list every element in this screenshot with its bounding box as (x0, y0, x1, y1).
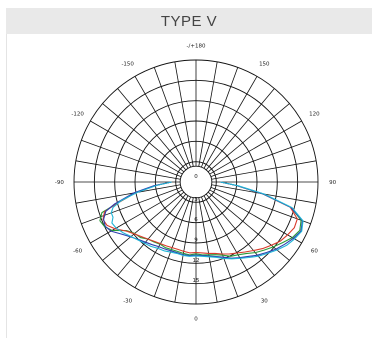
spoke-line (117, 88, 187, 171)
spoke-line (210, 139, 311, 177)
spoke-line (153, 196, 191, 297)
ring-circle (73, 59, 319, 305)
polar-curves (99, 181, 304, 260)
angle-tick-label: 150 (259, 62, 270, 68)
ring-circle (134, 120, 258, 244)
angle-tick-label: -90 (55, 180, 64, 186)
spoke-line (117, 193, 187, 276)
spoke-line (201, 67, 239, 168)
spoke-line (102, 103, 185, 173)
radial-tick-label: 3 (194, 197, 198, 203)
radial-tick-label: 12 (193, 258, 200, 264)
spoke-line (102, 191, 185, 261)
ring-circle (114, 100, 278, 264)
chart-title: TYPE V (160, 12, 218, 30)
center-label: 0 (194, 174, 198, 180)
spoke-line (203, 195, 258, 288)
spoke-line (90, 120, 183, 175)
ring-circle (179, 165, 213, 199)
chart-header: TYPE V (6, 8, 372, 34)
frame-divider (6, 34, 7, 338)
angle-tick-label: -60 (73, 248, 82, 254)
spoke-line (134, 76, 189, 169)
spoke-line (203, 76, 258, 169)
radial-tick-label: 9 (194, 238, 198, 244)
angle-tick-label: -30 (123, 298, 132, 304)
series-curve (103, 181, 303, 259)
ring-circle (154, 140, 238, 224)
spoke-line (134, 195, 189, 288)
spoke-line (90, 189, 183, 244)
spoke-line (75, 184, 181, 204)
angle-tick-label: 120 (309, 112, 320, 118)
spoke-line (210, 187, 311, 225)
series-curve (102, 181, 298, 255)
spoke-line (81, 187, 182, 225)
angle-tick-label: 30 (261, 298, 268, 304)
spoke-line (205, 88, 275, 171)
spoke-line (205, 193, 275, 276)
angle-tick-label: 0 (194, 317, 198, 323)
spoke-line (75, 160, 181, 180)
spoke-line (209, 120, 302, 175)
spoke-line (81, 139, 182, 177)
angle-tick-label: -150 (121, 62, 134, 68)
spoke-line (211, 160, 317, 180)
angle-tick-label: 60 (311, 248, 318, 254)
angle-tick-label: -/+180 (187, 43, 206, 49)
polar-grid (73, 59, 319, 305)
spoke-line (198, 61, 218, 167)
spoke-line (174, 197, 194, 303)
spoke-line (209, 189, 302, 244)
radial-tick-label: 15 (193, 278, 200, 284)
spoke-line (207, 103, 290, 173)
angle-tick-label: 90 (329, 180, 336, 186)
spoke-line (201, 196, 239, 297)
spoke-line (174, 61, 194, 167)
angle-tick-label: -120 (71, 112, 84, 118)
series-curve (110, 181, 304, 260)
spoke-line (153, 67, 191, 168)
ring-circle (93, 79, 299, 285)
ring-circle (175, 161, 217, 203)
radial-tick-label: 6 (194, 217, 198, 223)
spoke-line (198, 197, 218, 303)
